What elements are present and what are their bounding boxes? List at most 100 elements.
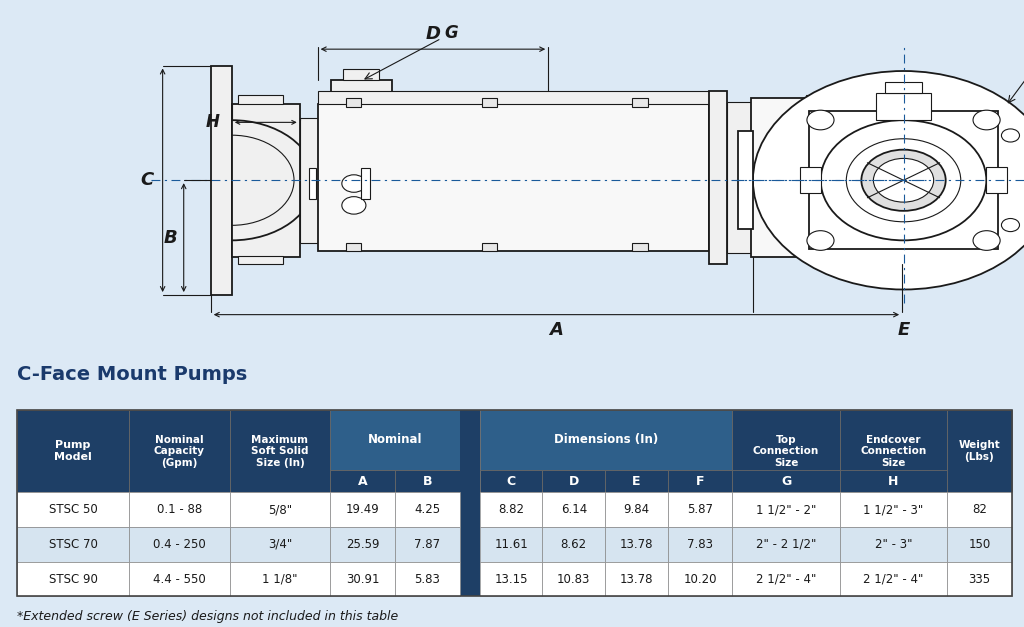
Text: E: E [897, 321, 909, 339]
Bar [229, 527, 330, 562]
Bar [330, 492, 395, 527]
Text: A: A [357, 475, 368, 488]
Text: 5.87: 5.87 [687, 503, 713, 516]
Bar [17, 492, 129, 527]
Bar [732, 562, 840, 596]
Circle shape [873, 159, 934, 202]
Bar [840, 562, 947, 596]
Bar [229, 562, 330, 596]
Text: G: G [365, 24, 458, 79]
Text: 25.59: 25.59 [346, 538, 379, 551]
Circle shape [846, 139, 961, 222]
Bar [986, 167, 1008, 193]
Bar [806, 95, 820, 103]
Text: Dimensions (In): Dimensions (In) [554, 433, 658, 446]
Text: 13.78: 13.78 [620, 538, 653, 551]
Text: 8.82: 8.82 [499, 503, 524, 516]
Bar [129, 562, 229, 596]
Bar [543, 470, 605, 492]
Bar [840, 492, 947, 527]
Text: 4.4 - 550: 4.4 - 550 [153, 572, 206, 586]
Text: 335: 335 [969, 572, 990, 586]
Bar [668, 527, 732, 562]
Text: Endcover
Connection
Size: Endcover Connection Size [860, 435, 927, 468]
Text: 8.62: 8.62 [561, 538, 587, 551]
Circle shape [861, 150, 946, 211]
Text: Weight
(Lbs): Weight (Lbs) [958, 440, 1000, 462]
Bar [229, 492, 330, 527]
Text: 10.83: 10.83 [557, 572, 591, 586]
Text: B: B [164, 229, 178, 246]
Bar [17, 562, 129, 596]
Bar [668, 562, 732, 596]
Bar [732, 410, 840, 492]
Text: 13.15: 13.15 [495, 572, 528, 586]
Bar [129, 527, 229, 562]
Text: D: D [568, 475, 579, 488]
Bar [947, 410, 1012, 492]
Text: 5.83: 5.83 [415, 572, 440, 586]
Text: 19.49: 19.49 [346, 503, 380, 516]
Text: 7.83: 7.83 [687, 538, 713, 551]
Text: 6.14: 6.14 [560, 503, 587, 516]
Bar [330, 527, 395, 562]
Bar [710, 91, 727, 265]
Bar [633, 243, 647, 251]
Bar [605, 562, 668, 596]
Bar [668, 470, 732, 492]
Bar [480, 470, 543, 492]
Circle shape [820, 120, 986, 240]
Bar [482, 98, 497, 107]
Text: Nominal
Capacity
(Gpm): Nominal Capacity (Gpm) [154, 435, 205, 468]
Bar [947, 562, 1012, 596]
Bar [330, 562, 395, 596]
Bar [947, 492, 1012, 527]
Bar [460, 410, 480, 596]
Text: 13.78: 13.78 [620, 572, 653, 586]
Bar [752, 98, 902, 256]
Bar [17, 410, 129, 492]
Bar [317, 91, 710, 104]
Bar [346, 98, 361, 107]
Bar [343, 69, 380, 80]
Text: 10.20: 10.20 [683, 572, 717, 586]
Bar [886, 82, 922, 93]
Text: 1 1/2" - 3": 1 1/2" - 3" [863, 503, 924, 516]
Text: STSC 50: STSC 50 [49, 503, 97, 516]
Bar [480, 562, 543, 596]
Bar [480, 492, 543, 527]
Bar [395, 562, 460, 596]
Text: 0.4 - 250: 0.4 - 250 [153, 538, 206, 551]
Bar [605, 527, 668, 562]
Bar [543, 527, 605, 562]
Text: 1 1/2" - 2": 1 1/2" - 2" [756, 503, 816, 516]
Text: Nominal: Nominal [368, 433, 422, 446]
Bar [129, 410, 229, 492]
Text: Maximum
Soft Solid
Size (In): Maximum Soft Solid Size (In) [251, 435, 308, 468]
Text: D: D [425, 24, 440, 43]
Text: 0.1 - 88: 0.1 - 88 [157, 503, 202, 516]
Text: STSC 70: STSC 70 [49, 538, 97, 551]
Bar [129, 492, 229, 527]
Text: 2 1/2" - 4": 2 1/2" - 4" [756, 572, 816, 586]
Bar [840, 410, 947, 492]
Bar [231, 104, 300, 256]
Bar [809, 112, 998, 249]
Bar [732, 527, 840, 562]
Bar [17, 527, 129, 562]
Circle shape [753, 71, 1024, 290]
Bar [480, 410, 732, 470]
Text: 5/8": 5/8" [268, 503, 292, 516]
Bar [395, 527, 460, 562]
Bar [238, 256, 283, 265]
Text: 150: 150 [969, 538, 990, 551]
Text: C-Face Mount Pumps: C-Face Mount Pumps [17, 364, 248, 384]
Circle shape [342, 175, 366, 192]
Bar [300, 118, 317, 243]
Bar [361, 168, 371, 199]
Bar [211, 66, 231, 295]
Text: F: F [695, 475, 705, 488]
Text: 3/4": 3/4" [267, 538, 292, 551]
Text: 1 1/8": 1 1/8" [262, 572, 298, 586]
Bar [482, 243, 497, 251]
